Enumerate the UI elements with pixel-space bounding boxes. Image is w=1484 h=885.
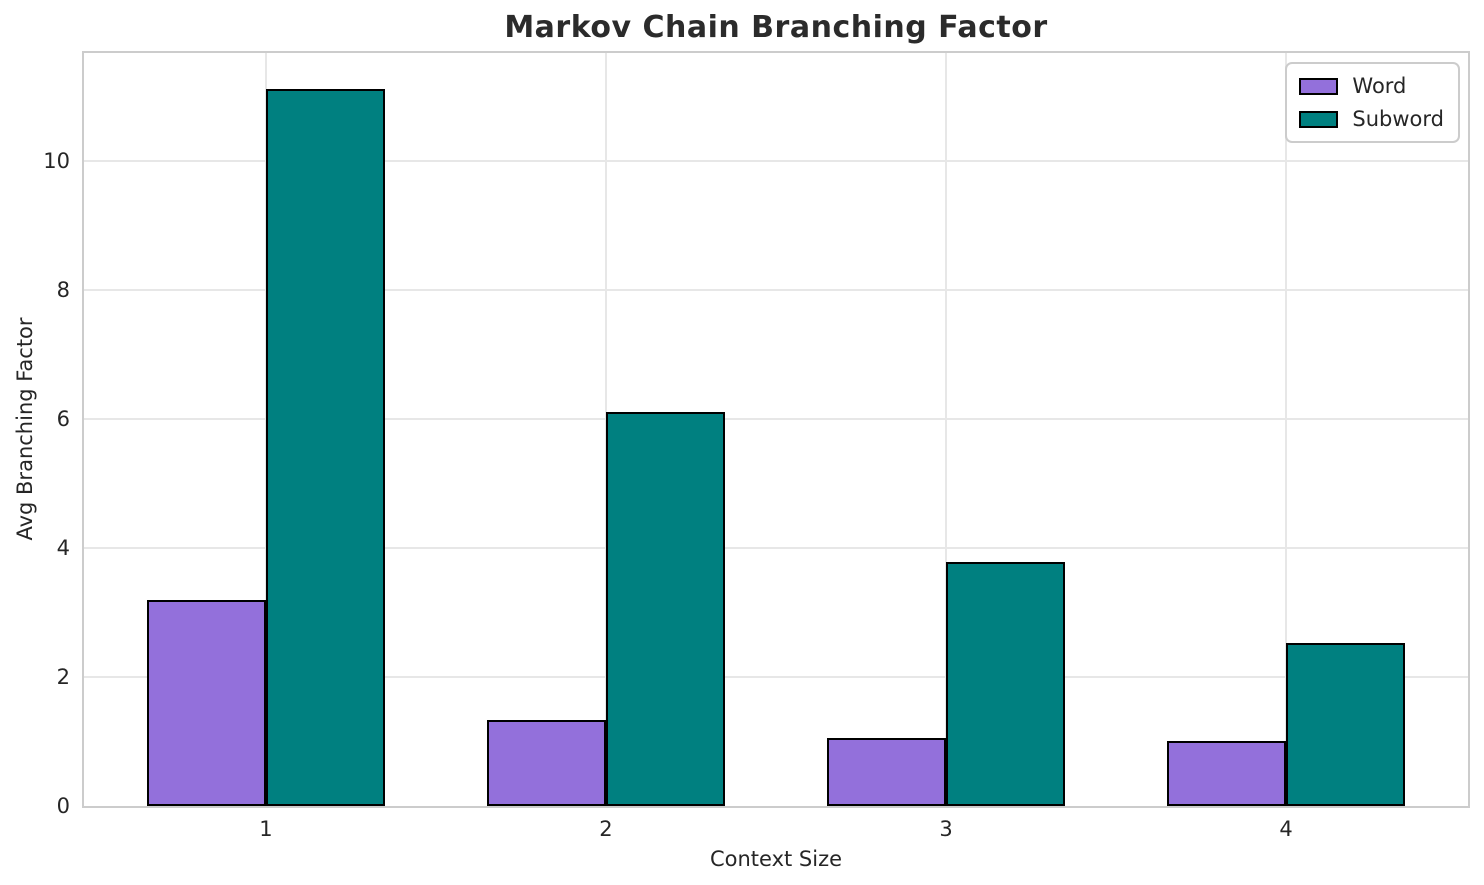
ytick-2: 2 xyxy=(56,664,70,689)
legend-swatch-word xyxy=(1299,77,1339,95)
bar-word-3 xyxy=(827,738,947,806)
xtick-1: 1 xyxy=(259,817,273,841)
xtick-3: 3 xyxy=(939,817,953,841)
bar-subword-1 xyxy=(265,88,385,806)
bar-word-1 xyxy=(146,599,266,806)
chart-title: Markov Chain Branching Factor xyxy=(504,10,1048,45)
bar-subword-3 xyxy=(946,562,1066,806)
gridline-y-2 xyxy=(84,675,1468,678)
legend: Word Subword xyxy=(1285,62,1460,143)
ytick-0: 0 xyxy=(56,794,70,818)
gridline-x-3 xyxy=(945,53,948,806)
bar-word-2 xyxy=(486,720,606,806)
legend-swatch-subword xyxy=(1299,110,1339,128)
gridline-y-4 xyxy=(84,546,1468,549)
plot-area: Word Subword xyxy=(82,51,1470,808)
gridline-x-4 xyxy=(1285,53,1288,806)
bar-word-4 xyxy=(1167,741,1287,806)
legend-entry-word: Word xyxy=(1299,74,1444,98)
gridline-y-8 xyxy=(84,288,1468,291)
x-axis-label: Context Size xyxy=(709,847,843,871)
bar-subword-4 xyxy=(1286,642,1406,806)
legend-entry-subword: Subword xyxy=(1299,107,1444,131)
xtick-4: 4 xyxy=(1279,817,1293,841)
ytick-4: 4 xyxy=(56,535,70,560)
ytick-6: 6 xyxy=(56,406,70,431)
gridline-y-10 xyxy=(84,159,1468,162)
legend-label-word: Word xyxy=(1352,74,1407,98)
legend-label-subword: Subword xyxy=(1352,107,1444,131)
bar-subword-2 xyxy=(605,412,725,806)
ytick-8: 8 xyxy=(56,277,70,302)
gridline-y-6 xyxy=(84,417,1468,420)
ytick-10: 10 xyxy=(43,148,70,173)
xtick-2: 2 xyxy=(599,817,613,841)
